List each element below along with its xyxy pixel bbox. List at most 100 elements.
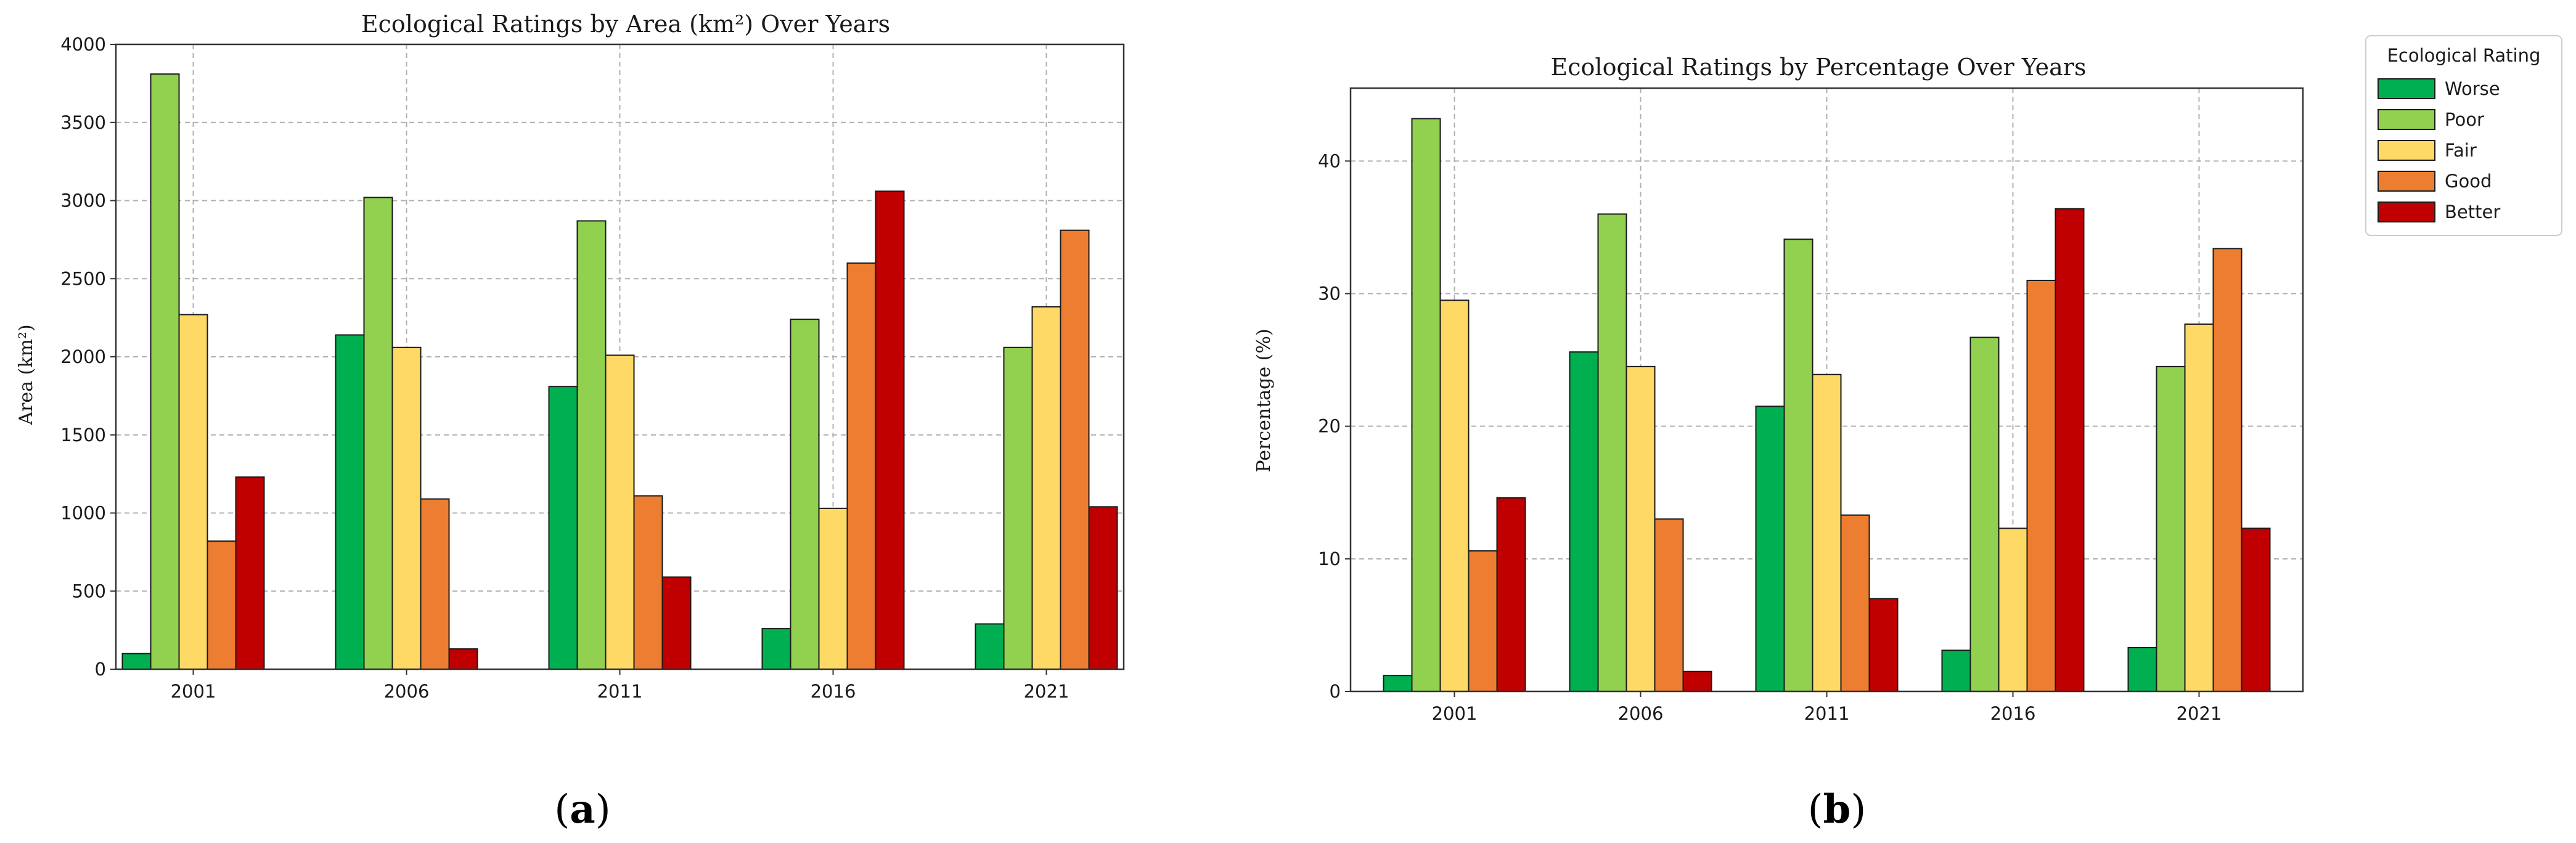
legend-swatch-worse: [2378, 78, 2435, 99]
bar-good-2021: [2212, 248, 2243, 693]
bar-worse-2001: [1383, 675, 1413, 692]
legend-label-poor: Poor: [2445, 109, 2484, 130]
x-tick-label: 2001: [1432, 703, 1478, 724]
bar-fair-2021: [1031, 306, 1061, 670]
panel-label-a: (a): [554, 786, 610, 833]
bar-worse-2011: [1755, 405, 1785, 693]
bar-worse-2006: [335, 334, 365, 670]
bar-good-2006: [1654, 518, 1684, 692]
bar-poor-2021: [1003, 346, 1033, 670]
legend-label-good: Good: [2445, 171, 2492, 192]
bar-better-2011: [1868, 598, 1899, 693]
bar-poor-2011: [1783, 238, 1813, 692]
bar-fair-2001: [178, 314, 208, 670]
area-bar-chart: Ecological Ratings by Area (km²) Over Ye…: [15, 10, 1125, 702]
y-tick-label: 2500: [60, 268, 106, 289]
bar-better-2001: [1496, 497, 1526, 692]
bar-poor-2011: [576, 220, 607, 670]
legend-swatch-better: [2378, 202, 2435, 222]
y-axis-label: Percentage (%): [1253, 328, 1275, 472]
bar-good-2011: [1840, 514, 1870, 692]
legend-label-worse: Worse: [2445, 78, 2500, 99]
bar-fair-2001: [1439, 299, 1470, 692]
bars: [1383, 118, 2271, 693]
bar-fair-2011: [605, 354, 635, 670]
bar-poor-2016: [790, 319, 820, 670]
bar-good-2006: [420, 498, 450, 670]
x-tick-label: 2006: [1618, 703, 1664, 724]
y-tick-label: 500: [72, 580, 106, 601]
y-tick-label: 1500: [60, 425, 106, 446]
y-tick-label: 2000: [60, 346, 106, 367]
bar-good-2001: [1468, 550, 1498, 693]
plot-frame: [115, 43, 1125, 670]
y-tick-label: 4000: [60, 34, 106, 55]
legend-title: Ecological Rating: [2387, 45, 2541, 66]
bar-fair-2016: [1998, 527, 2028, 692]
bar-worse-2006: [1569, 351, 1599, 692]
x-tick-label: 2011: [1804, 703, 1850, 724]
bar-better-2021: [2241, 527, 2271, 692]
y-ticks: 0 10 20 30 40: [1318, 150, 1351, 702]
bar-fair-2006: [1625, 365, 1656, 692]
x-ticks: 2001 2006 2011 2016 2021: [171, 669, 1069, 702]
bar-better-2011: [661, 576, 692, 670]
bar-fair-2016: [818, 507, 848, 670]
x-tick-label: 2016: [1990, 703, 2036, 724]
legend-label-fair: Fair: [2445, 140, 2477, 161]
chart-title: Ecological Ratings by Area (km²) Over Ye…: [361, 10, 890, 38]
bar-worse-2021: [975, 623, 1005, 670]
y-tick-label: 10: [1318, 548, 1341, 569]
panel-label-b: (b): [1808, 786, 1867, 833]
bar-better-2016: [875, 190, 905, 670]
bar-worse-2016: [761, 628, 791, 670]
plot-frame: [1349, 87, 2304, 693]
x-tick-label: 2021: [1024, 681, 1069, 702]
y-ticks: 0 500 1000 1500 2000 2500 3000 3500 4000: [60, 34, 116, 680]
bar-good-2011: [633, 495, 663, 670]
legend-label-better: Better: [2445, 202, 2500, 222]
bar-poor-2001: [150, 73, 180, 670]
y-tick-label: 30: [1318, 283, 1341, 304]
bar-good-2021: [1060, 229, 1090, 670]
bar-good-2001: [206, 540, 237, 670]
x-tick-label: 2011: [597, 681, 643, 702]
bar-better-2006: [448, 648, 478, 670]
x-tick-label: 2001: [171, 681, 216, 702]
bar-good-2016: [846, 262, 877, 670]
bar-poor-2001: [1411, 118, 1441, 692]
x-tick-label: 2021: [2177, 703, 2222, 724]
bar-poor-2021: [2156, 365, 2186, 692]
bar-worse-2011: [548, 386, 578, 670]
percentage-bar-chart: Ecological Ratings by Percentage Over Ye…: [1253, 54, 2304, 724]
legend-swatch-fair: [2378, 140, 2435, 161]
legend: Ecological Rating Worse Poor Fair Good Bette…: [2365, 35, 2562, 236]
legend-swatch-poor: [2378, 109, 2435, 130]
bar-worse-2021: [2127, 646, 2157, 692]
x-tick-label: 2006: [384, 681, 430, 702]
legend-swatch-good: [2378, 171, 2435, 192]
y-tick-label: 3000: [60, 190, 106, 211]
bar-better-2001: [235, 476, 265, 670]
bar-better-2006: [1682, 670, 1712, 692]
y-tick-label: 0: [1330, 681, 1341, 702]
bar-poor-2006: [363, 197, 393, 670]
x-tick-label: 2016: [811, 681, 856, 702]
bar-fair-2021: [2184, 323, 2214, 692]
bar-poor-2016: [1969, 336, 2000, 692]
y-tick-label: 20: [1318, 416, 1341, 437]
x-ticks: 2001 2006 2011 2016 2021: [1432, 691, 2222, 724]
chart-title: Ecological Ratings by Percentage Over Ye…: [1551, 54, 2087, 81]
y-tick-label: 1000: [60, 503, 106, 524]
bar-worse-2016: [1941, 650, 1971, 693]
bar-fair-2011: [1812, 373, 1842, 692]
bars: [121, 73, 1118, 670]
bar-poor-2006: [1597, 213, 1627, 692]
y-tick-label: 3500: [60, 112, 106, 133]
bar-worse-2001: [121, 653, 152, 670]
bar-fair-2006: [391, 346, 422, 670]
y-tick-label: 40: [1318, 150, 1341, 171]
y-axis-label: Area (km²): [15, 324, 37, 425]
bar-better-2016: [2055, 208, 2085, 692]
